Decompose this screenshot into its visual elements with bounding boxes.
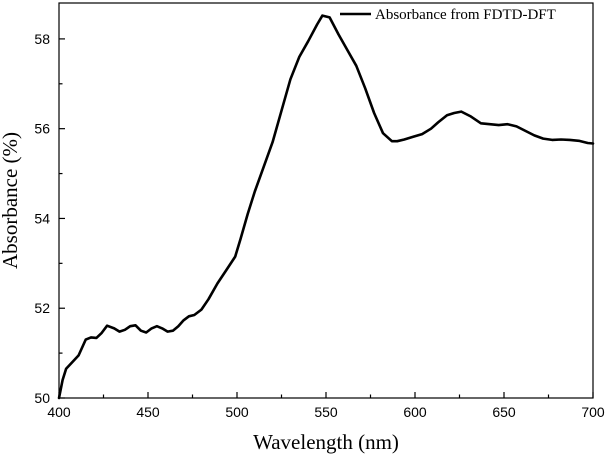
x-tick-label: 600 [403,404,427,420]
plot-area [57,14,595,400]
axes: 400 450 500 550 600 650 700 50 52 54 56 58 [34,2,605,420]
x-tick-label: 500 [225,404,249,420]
x-tick-label: 400 [47,404,71,420]
y-tick-label: 56 [34,121,50,137]
y-tick-label: 58 [34,31,50,47]
x-axis-title: Wavelength (nm) [253,430,399,454]
x-tick-label: 650 [492,404,516,420]
plot-frame [58,2,594,399]
series-line [57,14,595,400]
x-tick-label: 450 [136,404,160,420]
y-axis-title: Absorbance (%) [0,132,22,269]
y-tick-label: 52 [34,300,50,316]
legend-label: Absorbance from FDTD-DFT [375,7,556,23]
legend: Absorbance from FDTD-DFT [340,7,556,23]
x-tick-label: 550 [314,404,338,420]
y-tick-label: 50 [34,390,50,406]
y-tick-label: 54 [34,210,50,226]
x-tick-label: 700 [581,404,605,420]
